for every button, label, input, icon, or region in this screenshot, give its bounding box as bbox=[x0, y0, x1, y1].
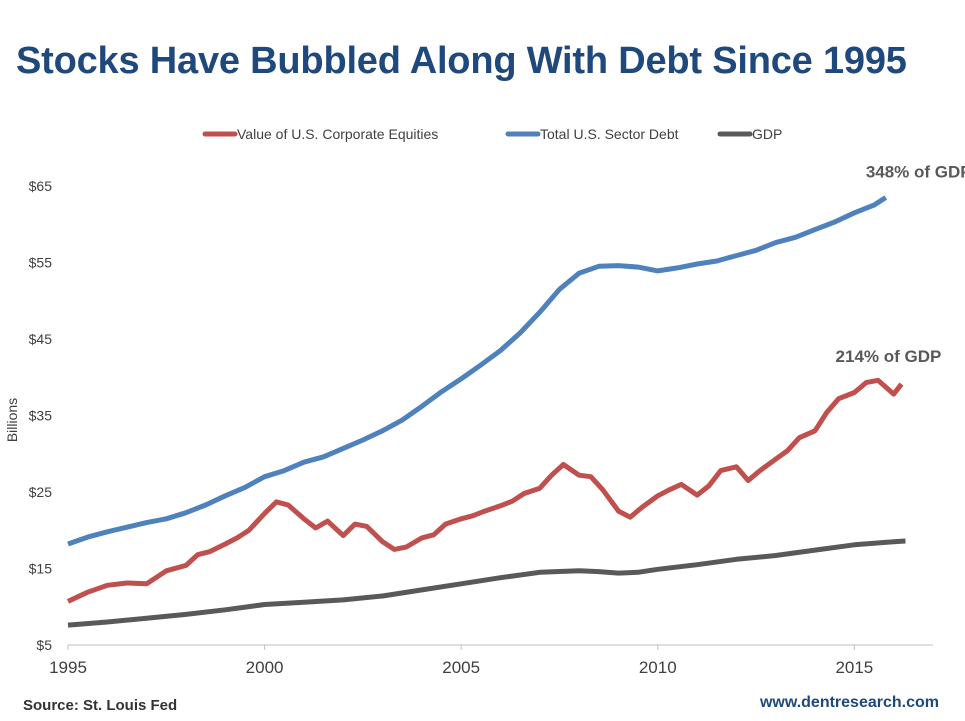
x-tick-label: 2005 bbox=[442, 658, 480, 677]
series-line-2 bbox=[67, 195, 888, 547]
series-line-3 bbox=[67, 538, 906, 628]
y-tick-label: $15 bbox=[29, 561, 53, 577]
y-tick-label: $25 bbox=[29, 484, 53, 500]
annotation-label: 348% of GDP bbox=[866, 162, 965, 181]
series-line-1 bbox=[66, 377, 904, 604]
y-tick-label: $55 bbox=[29, 255, 53, 271]
y-tick-label: $45 bbox=[29, 331, 53, 347]
legend-label: Value of U.S. Corporate Equities bbox=[237, 126, 438, 142]
source-note: Source: St. Louis Fed bbox=[23, 697, 178, 714]
legend-label: Total U.S. Sector Debt bbox=[540, 126, 679, 142]
annotations: 348% of GDP 214% of GDP bbox=[836, 162, 965, 366]
legend: Value of U.S. Corporate Equities Total U.… bbox=[202, 126, 782, 142]
axes: $5 $15 $25 $35 $45 $55 $65 1995 2000 2005 2010 2015 bbox=[29, 178, 933, 677]
y-axis-label: Billions bbox=[4, 398, 20, 442]
y-tick-label: $65 bbox=[29, 178, 53, 194]
series-group bbox=[66, 195, 906, 628]
x-tick-label: 2015 bbox=[835, 658, 873, 677]
website-link[interactable]: www.dentresearch.com bbox=[759, 694, 939, 711]
y-tick-label: $35 bbox=[29, 408, 53, 424]
y-tick-label: $5 bbox=[36, 637, 52, 653]
chart-title: Stocks Have Bubbled Along With Debt Sinc… bbox=[16, 40, 907, 82]
legend-label: GDP bbox=[752, 126, 782, 142]
annotation-label: 214% of GDP bbox=[836, 347, 942, 366]
x-tick-label: 1995 bbox=[49, 658, 87, 677]
x-tick-label: 2000 bbox=[246, 658, 284, 677]
x-tick-label: 2010 bbox=[639, 658, 677, 677]
